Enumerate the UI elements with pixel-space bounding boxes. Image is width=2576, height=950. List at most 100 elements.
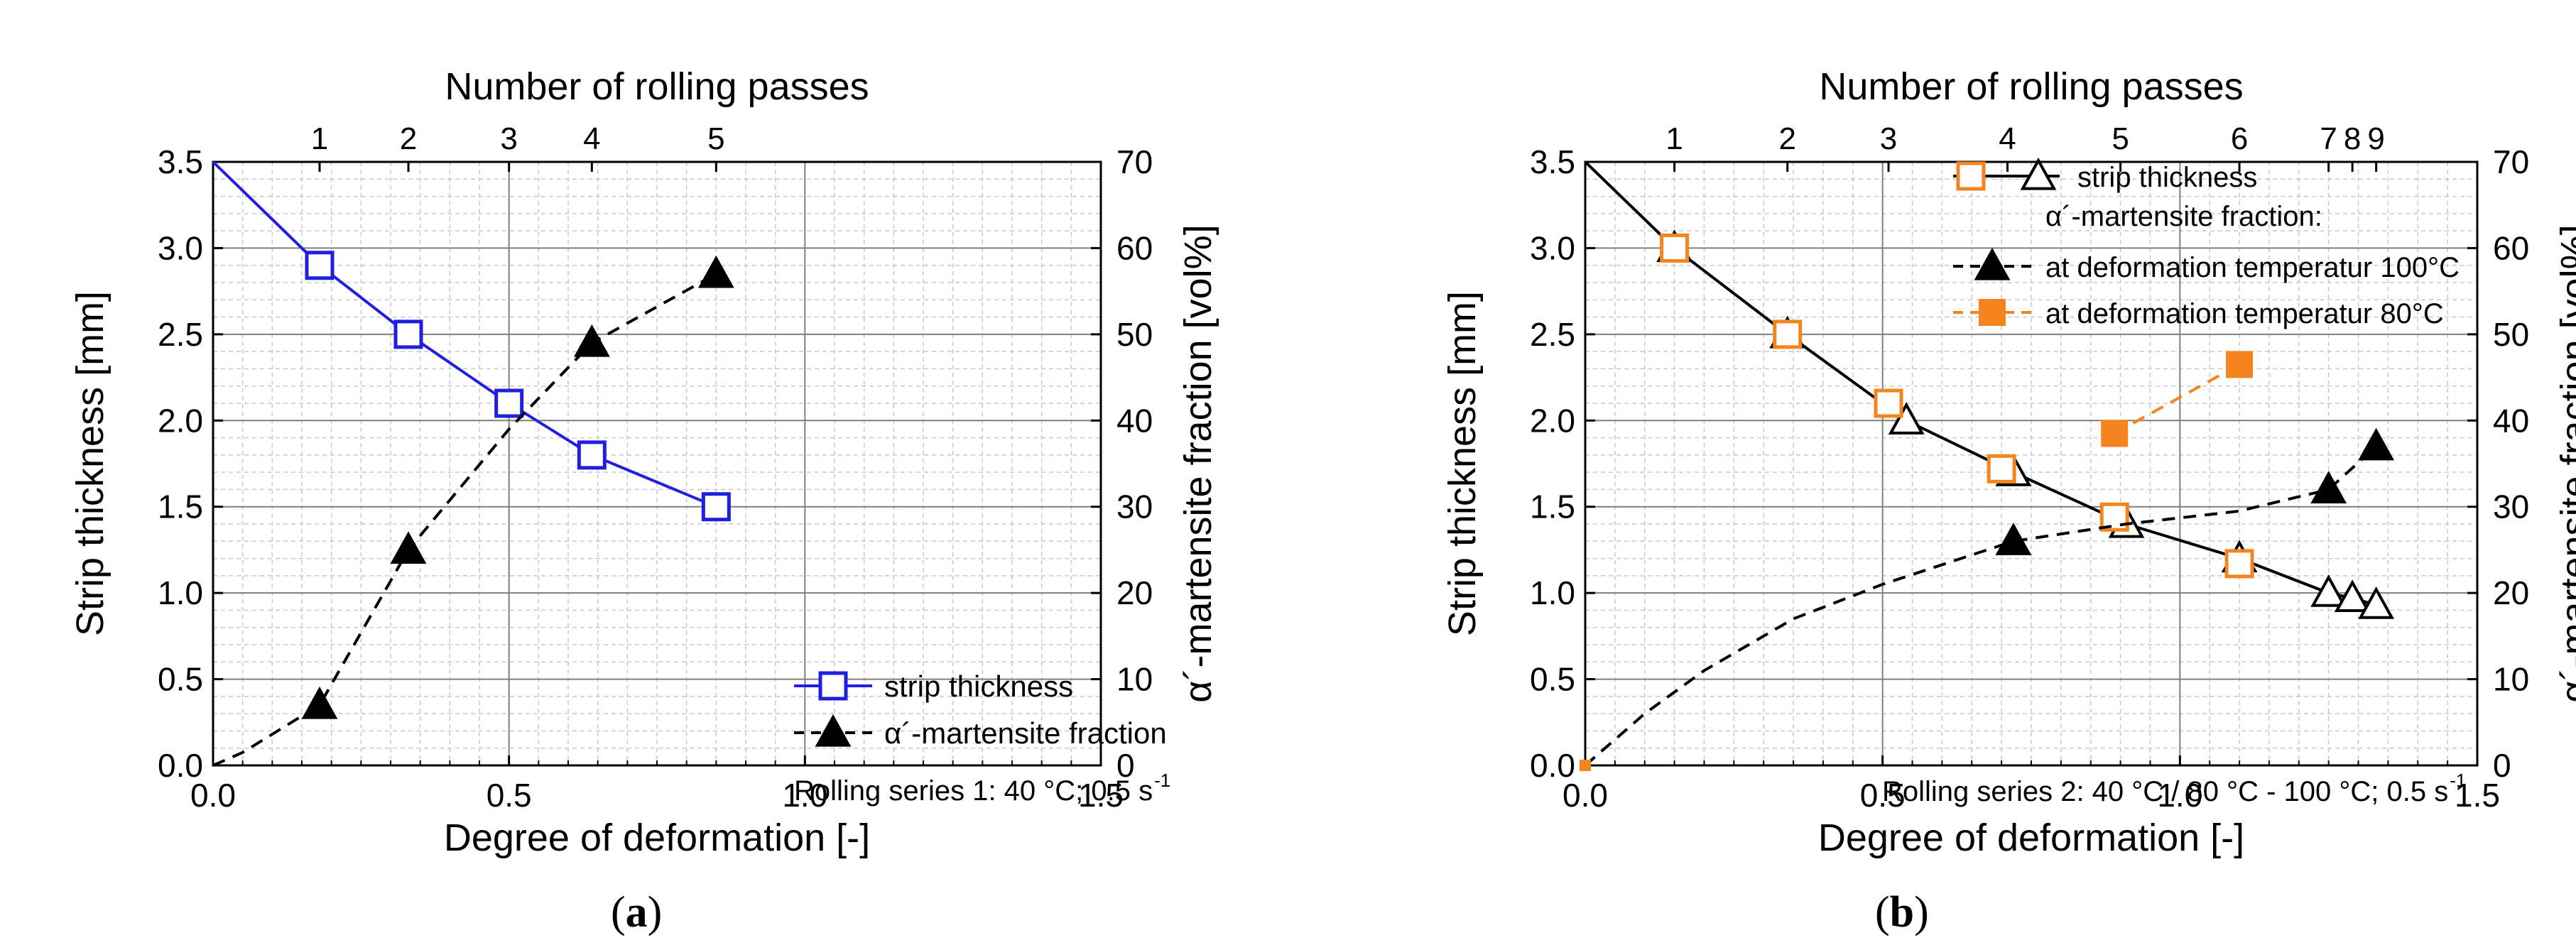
y2-axis-title: α´-martensite fraction [vol%] [1177,224,1219,702]
data-point [2099,502,2129,532]
top-tick-label: 7 [2320,121,2337,156]
series-line [1584,445,2377,767]
data-point [390,531,427,564]
y-tick-label: 2.0 [1530,402,1575,439]
y2-tick-label: 20 [2493,574,2529,611]
data-point [393,320,423,349]
legend: strip thickness α´-martensite fraction: at… [1953,157,2460,329]
data-point [2334,579,2371,613]
data-point [2310,471,2347,504]
top-tick-label: 8 [2344,121,2361,156]
series-line [212,273,717,767]
x-axis-title: Degree of deformation [-] [444,817,870,859]
data-point [701,492,731,522]
x-tick-label: 0.0 [1563,777,1608,814]
data-point [1660,233,1690,263]
legend-marker [1956,161,1986,191]
y2-tick-label: 70 [2493,143,2529,180]
legend-marker [1979,299,2006,326]
y-tick-label: 3.5 [1530,143,1575,180]
y2-tick-label: 50 [1116,316,1153,353]
series-1 [212,255,734,767]
top-tick-label: 2 [1778,121,1795,156]
legend-label: at deformation temperatur 80°C [2045,298,2444,329]
legend-label: strip thickness [884,670,1073,703]
data-point [1995,523,2032,555]
legend-label: strip thickness [2077,162,2257,193]
x-tick-label: 0.5 [487,777,532,814]
x-tick-label: 1.5 [2455,777,2500,814]
legend: strip thickness α´-martensite fraction [794,670,1167,750]
data-point [1987,454,2016,484]
series-line [212,160,717,508]
y-axis-title: Strip thickness [mm] [1441,291,1484,636]
y2-axis-title: α´-martensite fraction [vol%] [2553,224,2576,702]
y-tick-label: 2.5 [1530,316,1575,353]
top-tick-label: 1 [311,121,328,156]
data-point [494,388,524,418]
annotation: Rolling series 1: 40 °C; 0.5 s [794,775,1153,807]
legend-label: α´-martensite fraction [884,716,1167,750]
panel-b-caption: (b) [1875,888,1929,937]
y-tick-label: 3.5 [158,143,203,180]
data-point [2310,574,2347,607]
x2-axis-title: Number of rolling passes [1819,65,2243,108]
series-line [1584,160,2377,607]
y-tick-label: 0.5 [158,661,203,698]
series-1 [1660,233,2254,579]
x-tick-label: 0.5 [1860,777,1906,814]
x-tick-label: 1.0 [2157,777,2202,814]
data-point [2358,427,2395,461]
data-point [301,686,338,719]
x-axis-title: Degree of deformation [-] [1818,817,2244,859]
legend-label: at deformation temperatur 100°C [2045,252,2460,283]
y-tick-label: 1.5 [158,488,203,525]
data-point [577,440,607,470]
y2-tick-label: 30 [2493,488,2529,525]
data-point [573,324,610,357]
y-tick-label: 2.0 [158,402,203,439]
x-tick-label: 1.5 [1078,777,1124,814]
top-tick-label: 9 [2367,121,2384,156]
y2-tick-label: 60 [1116,229,1153,266]
x2-axis-title: Number of rolling passes [445,65,869,108]
y-tick-label: 1.5 [1530,488,1575,525]
y2-tick-label: 0 [2493,747,2511,784]
y-tick-label: 0.5 [1530,661,1575,698]
y2-tick-label: 30 [1116,488,1153,525]
grid [1585,162,2477,765]
top-tick-label: 3 [1880,121,1897,156]
y2-tick-label: 0 [1116,747,1135,784]
top-tick-label: 4 [583,121,600,156]
y2-tick-label: 10 [2493,661,2529,698]
top-tick-label: 1 [1665,121,1683,156]
data-point [2358,586,2395,619]
legend-heading: α´-martensite fraction: [2045,201,2322,232]
data-point [2226,351,2254,378]
panel-a-caption: (a) [611,888,663,937]
top-tick-label: 5 [2112,121,2129,156]
legend-marker [1974,247,2011,280]
top-tick-label: 2 [400,121,417,156]
y-axis-title: Strip thickness [mm] [69,291,112,636]
y-tick-label: 1.0 [1530,574,1575,611]
top-tick-label: 6 [2231,121,2248,156]
data-point [1580,760,1591,771]
y-tick-label: 0.0 [1530,747,1575,784]
series-3 [2101,351,2254,447]
legend-marker [818,671,848,701]
top-tick-label: 4 [1999,121,2016,156]
data-point [697,255,734,288]
chart-panel-a: 0.0 0.5 1.0 1.5 0.0 0.5 1.0 1.5 2.0 2.5 3.0 3.5 0 10 2… [69,65,1219,859]
annotation-superscript: -1 [1154,770,1170,791]
x-tick-label: 1.0 [782,777,827,814]
series-2 [1584,427,2395,767]
y2-tick-label: 40 [1116,402,1153,439]
y-tick-label: 3.0 [1530,229,1575,266]
y2-tick-label: 20 [1116,574,1153,611]
data-point [1888,402,1925,435]
y-tick-label: 2.5 [158,316,203,353]
annotation: Rolling series 2: 40 °C / 80 °C - 100 °C… [1882,776,2448,807]
top-tick-label: 3 [500,121,517,156]
